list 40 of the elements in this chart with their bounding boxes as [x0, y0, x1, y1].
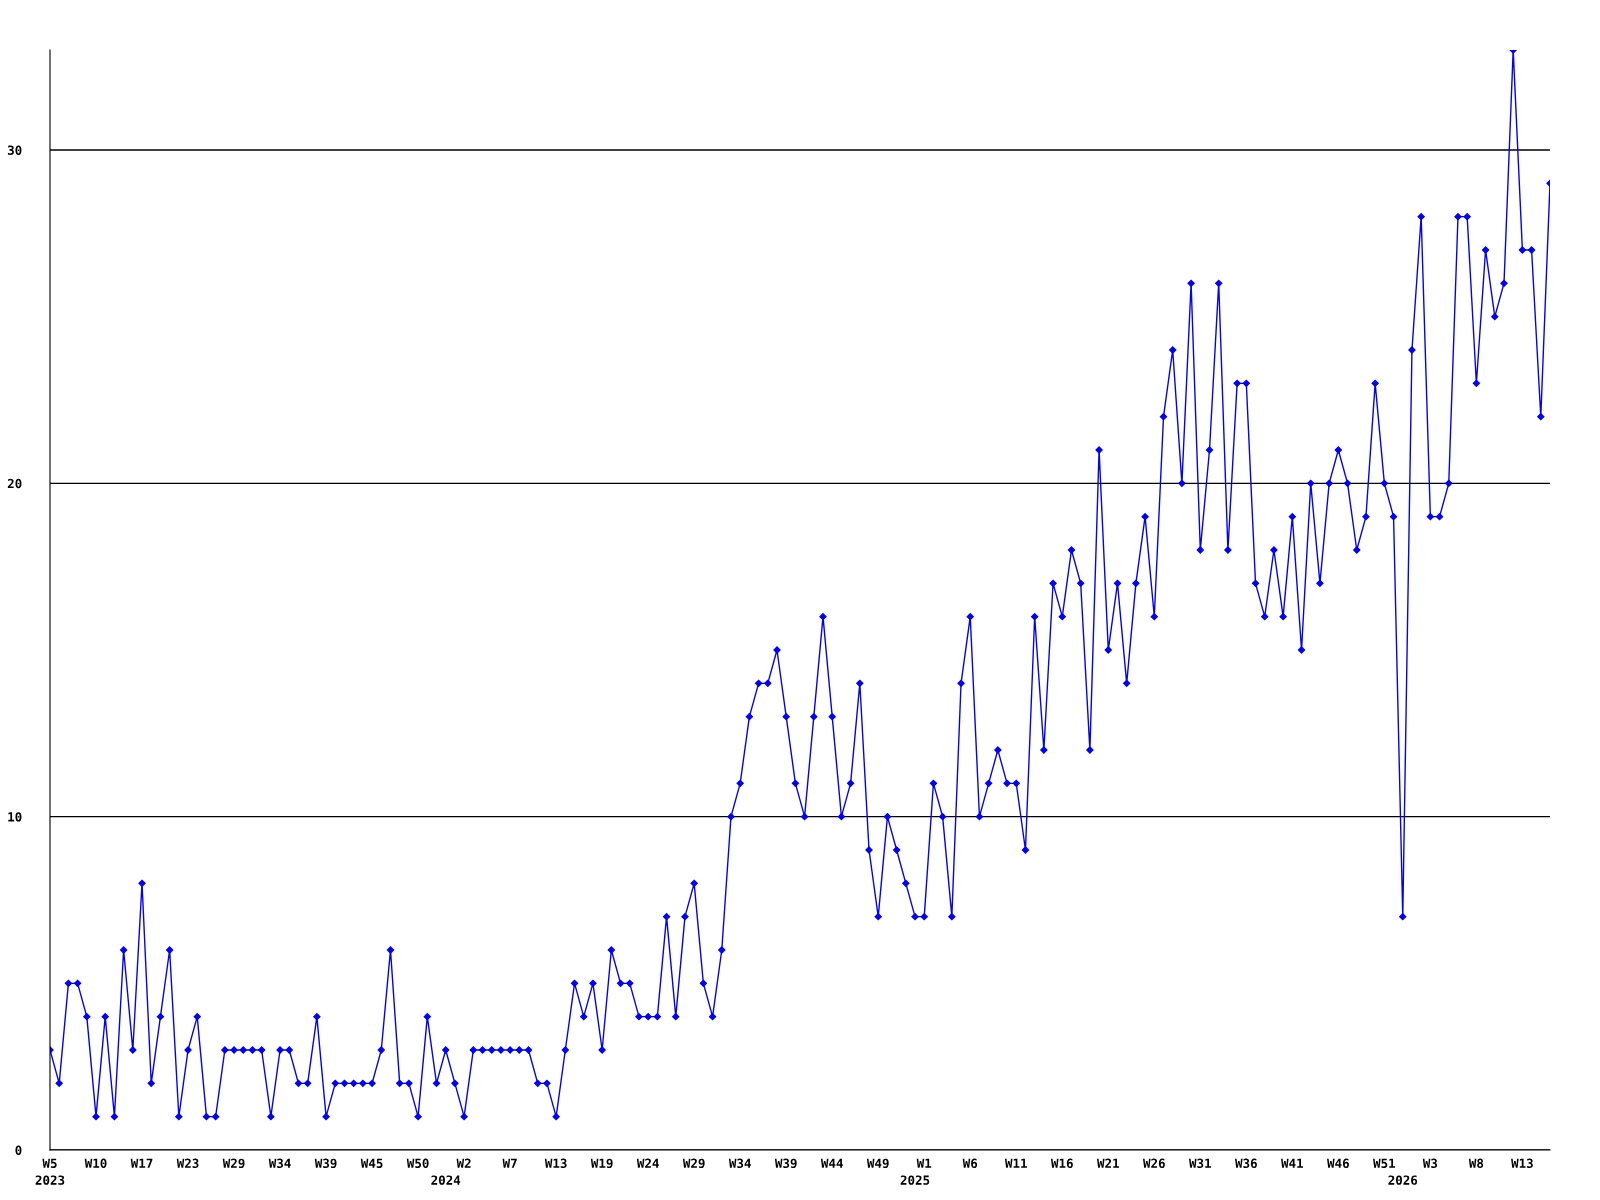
x-tick-label: W49 — [866, 1158, 889, 1169]
x-tick-label: W41 — [1281, 1158, 1304, 1168]
x-tick-label: W50 — [406, 1158, 429, 1169]
x-tick-label: W3 — [1422, 1158, 1438, 1169]
x-tick-label: 2024 — [431, 1175, 461, 1185]
x-tick-label: W23 — [176, 1158, 199, 1169]
x-tick-label: W6 — [962, 1158, 978, 1169]
x-tick-label: W39 — [774, 1158, 797, 1169]
x-tick-label: W29 — [682, 1158, 705, 1169]
x-tick-label: W46 — [1327, 1158, 1349, 1169]
x-tick-label: W39 — [314, 1158, 337, 1169]
x-tick-label: W26 — [1143, 1158, 1165, 1169]
x-tick-label: W34 — [728, 1158, 751, 1169]
x-tick-label: W17 — [130, 1158, 153, 1168]
x-tick-label: W10 — [84, 1158, 107, 1169]
y-tick-label: 0 — [15, 1145, 22, 1155]
x-tick-label: W16 — [1050, 1158, 1073, 1169]
y-tick-label: 10 — [8, 812, 22, 822]
x-tick-label: W13 — [1511, 1158, 1533, 1169]
x-tick-label: W44 — [820, 1158, 843, 1168]
x-tick-label: W11 — [1004, 1158, 1027, 1168]
x-tick-label: W45 — [360, 1158, 383, 1169]
x-tick-label: W2 — [456, 1158, 471, 1168]
x-tick-label: W8 — [1468, 1158, 1484, 1169]
x-tick-label: W36 — [1235, 1158, 1257, 1169]
x-tick-label: W1 — [916, 1158, 932, 1168]
x-tick-label: W5 2023 — [35, 1158, 65, 1185]
x-tick-label: W13 — [544, 1158, 567, 1169]
y-tick-label: 20 — [7, 478, 22, 489]
x-tick-label: W51 — [1373, 1158, 1396, 1169]
x-tick-label: W7 — [502, 1158, 517, 1168]
y-tick-label: 30 — [7, 145, 22, 155]
x-tick-label: W21 — [1096, 1158, 1119, 1168]
x-tick-label: W31 — [1189, 1158, 1211, 1169]
x-tick-label: 2025 — [900, 1175, 930, 1185]
x-tick-label: W24 — [636, 1158, 659, 1168]
x-tick-label: W29 — [222, 1158, 245, 1169]
x-tick-label: W19 — [590, 1158, 613, 1169]
x-tick-label: 2026 — [1388, 1175, 1418, 1185]
x-tick-label: W34 — [268, 1158, 291, 1169]
